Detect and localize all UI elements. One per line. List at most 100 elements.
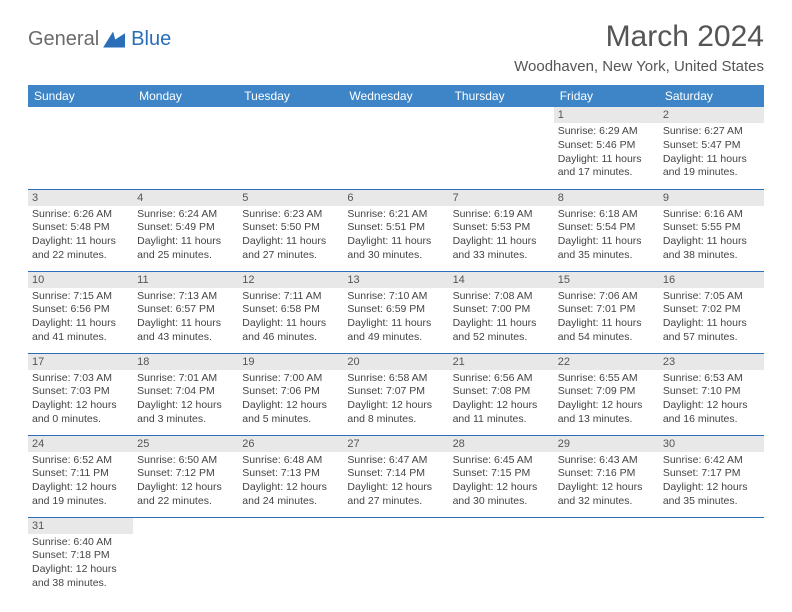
day-content: Sunrise: 6:19 AMSunset: 5:53 PMDaylight:… xyxy=(449,206,554,267)
day-number: 17 xyxy=(28,354,133,370)
sunset-text: Sunset: 5:53 PM xyxy=(453,221,550,235)
day-number: 11 xyxy=(133,272,238,288)
title-block: March 2024 Woodhaven, New York, United S… xyxy=(514,20,764,75)
sunset-text: Sunset: 5:51 PM xyxy=(347,221,444,235)
day-content: Sunrise: 6:42 AMSunset: 7:17 PMDaylight:… xyxy=(659,452,764,513)
day-content: Sunrise: 7:01 AMSunset: 7:04 PMDaylight:… xyxy=(133,370,238,431)
day-content: Sunrise: 6:52 AMSunset: 7:11 PMDaylight:… xyxy=(28,452,133,513)
calendar-day-cell: 24Sunrise: 6:52 AMSunset: 7:11 PMDayligh… xyxy=(28,435,133,517)
day-content: Sunrise: 6:23 AMSunset: 5:50 PMDaylight:… xyxy=(238,206,343,267)
sunrise-text: Sunrise: 6:24 AM xyxy=(137,208,234,222)
day-number: 29 xyxy=(554,436,659,452)
calendar-day-cell: 6Sunrise: 6:21 AMSunset: 5:51 PMDaylight… xyxy=(343,189,448,271)
day-content: Sunrise: 6:53 AMSunset: 7:10 PMDaylight:… xyxy=(659,370,764,431)
sunset-text: Sunset: 7:18 PM xyxy=(32,549,129,563)
daylight-text: Daylight: 11 hours and 27 minutes. xyxy=(242,235,339,262)
sunrise-text: Sunrise: 7:08 AM xyxy=(453,290,550,304)
calendar-day-cell xyxy=(133,107,238,189)
day-content: Sunrise: 6:48 AMSunset: 7:13 PMDaylight:… xyxy=(238,452,343,513)
day-number: 19 xyxy=(238,354,343,370)
calendar-day-cell xyxy=(659,517,764,599)
daylight-text: Daylight: 11 hours and 33 minutes. xyxy=(453,235,550,262)
calendar-day-cell xyxy=(238,517,343,599)
sunset-text: Sunset: 5:55 PM xyxy=(663,221,760,235)
daylight-text: Daylight: 12 hours and 35 minutes. xyxy=(663,481,760,508)
sunrise-text: Sunrise: 7:10 AM xyxy=(347,290,444,304)
sunrise-text: Sunrise: 6:42 AM xyxy=(663,454,760,468)
calendar-day-cell: 18Sunrise: 7:01 AMSunset: 7:04 PMDayligh… xyxy=(133,353,238,435)
calendar-day-cell: 7Sunrise: 6:19 AMSunset: 5:53 PMDaylight… xyxy=(449,189,554,271)
sunset-text: Sunset: 7:09 PM xyxy=(558,385,655,399)
calendar-day-cell xyxy=(554,517,659,599)
day-content: Sunrise: 6:21 AMSunset: 5:51 PMDaylight:… xyxy=(343,206,448,267)
sunrise-text: Sunrise: 7:01 AM xyxy=(137,372,234,386)
sunrise-text: Sunrise: 6:18 AM xyxy=(558,208,655,222)
sunset-text: Sunset: 7:17 PM xyxy=(663,467,760,481)
weekday-header: Tuesday xyxy=(238,85,343,107)
sunset-text: Sunset: 7:01 PM xyxy=(558,303,655,317)
calendar-week-row: 10Sunrise: 7:15 AMSunset: 6:56 PMDayligh… xyxy=(28,271,764,353)
calendar-day-cell: 10Sunrise: 7:15 AMSunset: 6:56 PMDayligh… xyxy=(28,271,133,353)
sunrise-text: Sunrise: 6:56 AM xyxy=(453,372,550,386)
day-content: Sunrise: 6:27 AMSunset: 5:47 PMDaylight:… xyxy=(659,123,764,184)
sunrise-text: Sunrise: 6:43 AM xyxy=(558,454,655,468)
calendar-day-cell: 17Sunrise: 7:03 AMSunset: 7:03 PMDayligh… xyxy=(28,353,133,435)
sunset-text: Sunset: 5:50 PM xyxy=(242,221,339,235)
day-number: 2 xyxy=(659,107,764,123)
daylight-text: Daylight: 12 hours and 24 minutes. xyxy=(242,481,339,508)
sunset-text: Sunset: 7:08 PM xyxy=(453,385,550,399)
calendar-day-cell xyxy=(449,107,554,189)
day-content: Sunrise: 7:10 AMSunset: 6:59 PMDaylight:… xyxy=(343,288,448,349)
day-content: Sunrise: 7:15 AMSunset: 6:56 PMDaylight:… xyxy=(28,288,133,349)
sunrise-text: Sunrise: 6:48 AM xyxy=(242,454,339,468)
day-number: 15 xyxy=(554,272,659,288)
calendar-day-cell: 15Sunrise: 7:06 AMSunset: 7:01 PMDayligh… xyxy=(554,271,659,353)
calendar-day-cell: 11Sunrise: 7:13 AMSunset: 6:57 PMDayligh… xyxy=(133,271,238,353)
calendar-week-row: 31Sunrise: 6:40 AMSunset: 7:18 PMDayligh… xyxy=(28,517,764,599)
calendar-day-cell: 3Sunrise: 6:26 AMSunset: 5:48 PMDaylight… xyxy=(28,189,133,271)
location: Woodhaven, New York, United States xyxy=(514,58,764,75)
day-content: Sunrise: 7:06 AMSunset: 7:01 PMDaylight:… xyxy=(554,288,659,349)
day-content: Sunrise: 6:47 AMSunset: 7:14 PMDaylight:… xyxy=(343,452,448,513)
sunset-text: Sunset: 7:06 PM xyxy=(242,385,339,399)
calendar-day-cell xyxy=(343,107,448,189)
calendar-day-cell: 8Sunrise: 6:18 AMSunset: 5:54 PMDaylight… xyxy=(554,189,659,271)
day-content: Sunrise: 6:56 AMSunset: 7:08 PMDaylight:… xyxy=(449,370,554,431)
daylight-text: Daylight: 12 hours and 27 minutes. xyxy=(347,481,444,508)
calendar-week-row: 1Sunrise: 6:29 AMSunset: 5:46 PMDaylight… xyxy=(28,107,764,189)
daylight-text: Daylight: 12 hours and 22 minutes. xyxy=(137,481,234,508)
daylight-text: Daylight: 11 hours and 38 minutes. xyxy=(663,235,760,262)
weekday-header-row: Sunday Monday Tuesday Wednesday Thursday… xyxy=(28,85,764,107)
sunset-text: Sunset: 7:15 PM xyxy=(453,467,550,481)
daylight-text: Daylight: 12 hours and 13 minutes. xyxy=(558,399,655,426)
daylight-text: Daylight: 11 hours and 52 minutes. xyxy=(453,317,550,344)
day-number: 13 xyxy=(343,272,448,288)
daylight-text: Daylight: 12 hours and 32 minutes. xyxy=(558,481,655,508)
sunset-text: Sunset: 5:49 PM xyxy=(137,221,234,235)
daylight-text: Daylight: 11 hours and 41 minutes. xyxy=(32,317,129,344)
calendar-day-cell: 4Sunrise: 6:24 AMSunset: 5:49 PMDaylight… xyxy=(133,189,238,271)
sunset-text: Sunset: 7:11 PM xyxy=(32,467,129,481)
sunset-text: Sunset: 7:10 PM xyxy=(663,385,760,399)
sunset-text: Sunset: 6:57 PM xyxy=(137,303,234,317)
daylight-text: Daylight: 11 hours and 46 minutes. xyxy=(242,317,339,344)
day-number: 21 xyxy=(449,354,554,370)
weekday-header: Wednesday xyxy=(343,85,448,107)
calendar-day-cell xyxy=(449,517,554,599)
sunset-text: Sunset: 7:03 PM xyxy=(32,385,129,399)
sunset-text: Sunset: 7:02 PM xyxy=(663,303,760,317)
day-number: 10 xyxy=(28,272,133,288)
day-number: 7 xyxy=(449,190,554,206)
sunrise-text: Sunrise: 6:27 AM xyxy=(663,125,760,139)
calendar-day-cell: 5Sunrise: 6:23 AMSunset: 5:50 PMDaylight… xyxy=(238,189,343,271)
daylight-text: Daylight: 12 hours and 8 minutes. xyxy=(347,399,444,426)
sunrise-text: Sunrise: 6:29 AM xyxy=(558,125,655,139)
calendar-day-cell: 13Sunrise: 7:10 AMSunset: 6:59 PMDayligh… xyxy=(343,271,448,353)
day-content: Sunrise: 6:16 AMSunset: 5:55 PMDaylight:… xyxy=(659,206,764,267)
sunset-text: Sunset: 7:14 PM xyxy=(347,467,444,481)
day-content: Sunrise: 6:24 AMSunset: 5:49 PMDaylight:… xyxy=(133,206,238,267)
calendar-week-row: 3Sunrise: 6:26 AMSunset: 5:48 PMDaylight… xyxy=(28,189,764,271)
calendar-day-cell: 20Sunrise: 6:58 AMSunset: 7:07 PMDayligh… xyxy=(343,353,448,435)
sunset-text: Sunset: 5:47 PM xyxy=(663,139,760,153)
day-number: 5 xyxy=(238,190,343,206)
